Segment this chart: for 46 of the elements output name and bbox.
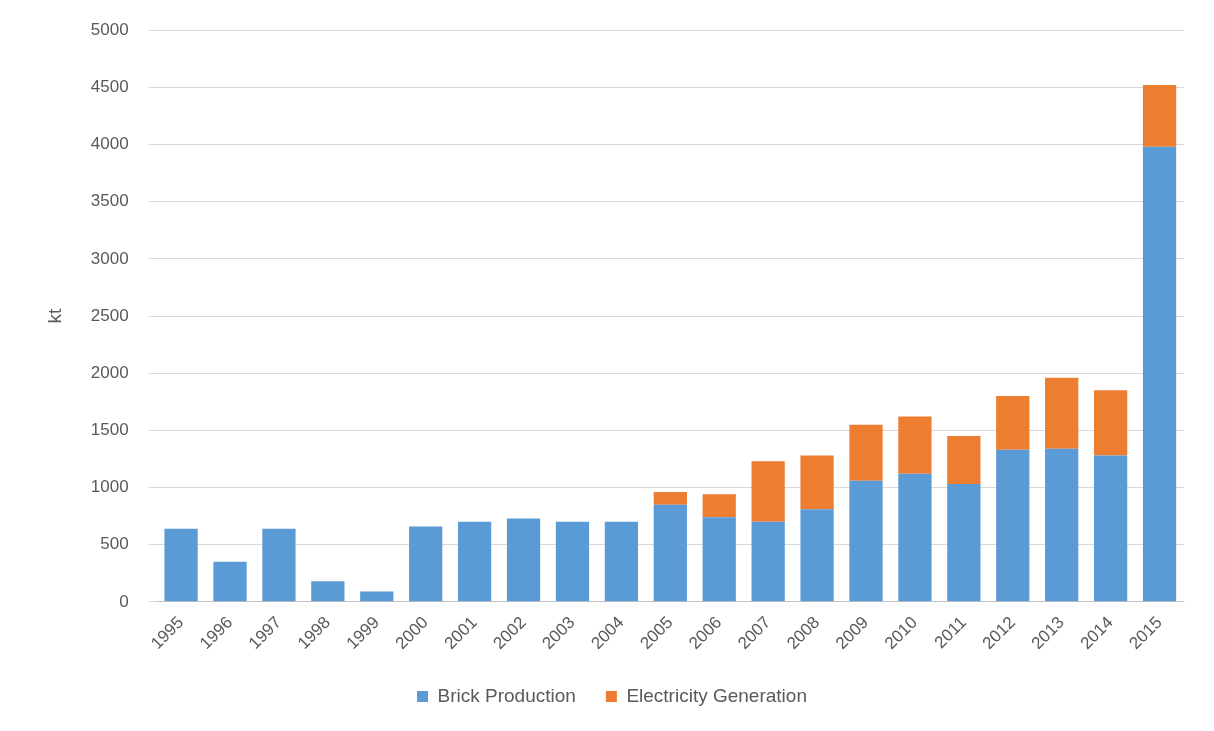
bar bbox=[1045, 377, 1079, 449]
bar bbox=[1142, 85, 1177, 147]
bar bbox=[800, 509, 834, 602]
bar bbox=[947, 436, 981, 485]
bar bbox=[849, 480, 883, 602]
bar bbox=[947, 484, 981, 602]
bar bbox=[360, 591, 394, 602]
y-tick-label: 4500 bbox=[90, 77, 129, 97]
bar bbox=[849, 424, 883, 481]
bar bbox=[751, 461, 785, 522]
bar bbox=[555, 521, 590, 602]
bar bbox=[653, 504, 687, 602]
y-tick-label: 4000 bbox=[90, 134, 129, 154]
y-tick-label: 2000 bbox=[90, 362, 129, 382]
y-tick-label: 3500 bbox=[90, 191, 129, 211]
bar bbox=[1093, 455, 1128, 602]
bar bbox=[996, 449, 1030, 602]
y-tick-label: 500 bbox=[100, 534, 129, 554]
bar bbox=[213, 561, 247, 602]
bar bbox=[604, 521, 639, 602]
y-tick-label: 1000 bbox=[90, 477, 129, 497]
bar bbox=[164, 528, 198, 602]
bar bbox=[996, 396, 1030, 450]
y-tick-label: 0 bbox=[119, 591, 129, 611]
y-axis-title: kt bbox=[43, 307, 65, 324]
y-tick-label: 2500 bbox=[90, 305, 129, 325]
bar bbox=[262, 528, 296, 602]
y-tick-label: 1500 bbox=[90, 420, 129, 440]
bar bbox=[311, 581, 345, 602]
bar bbox=[653, 492, 687, 505]
bar bbox=[702, 494, 736, 518]
bar bbox=[1142, 146, 1177, 602]
y-tick-label: 5000 bbox=[90, 19, 129, 39]
bar bbox=[800, 455, 834, 510]
bar bbox=[898, 416, 932, 474]
bar bbox=[409, 526, 443, 602]
legend-label: Electricity Generation bbox=[626, 684, 807, 706]
bar bbox=[457, 521, 492, 602]
bar bbox=[702, 517, 736, 602]
bar bbox=[506, 518, 541, 602]
bar bbox=[898, 473, 932, 602]
y-tick-label: 3000 bbox=[90, 248, 129, 268]
bar bbox=[1045, 448, 1079, 602]
legend-label: Brick Production bbox=[437, 684, 576, 706]
bar bbox=[751, 521, 785, 602]
bar bbox=[1093, 390, 1128, 456]
